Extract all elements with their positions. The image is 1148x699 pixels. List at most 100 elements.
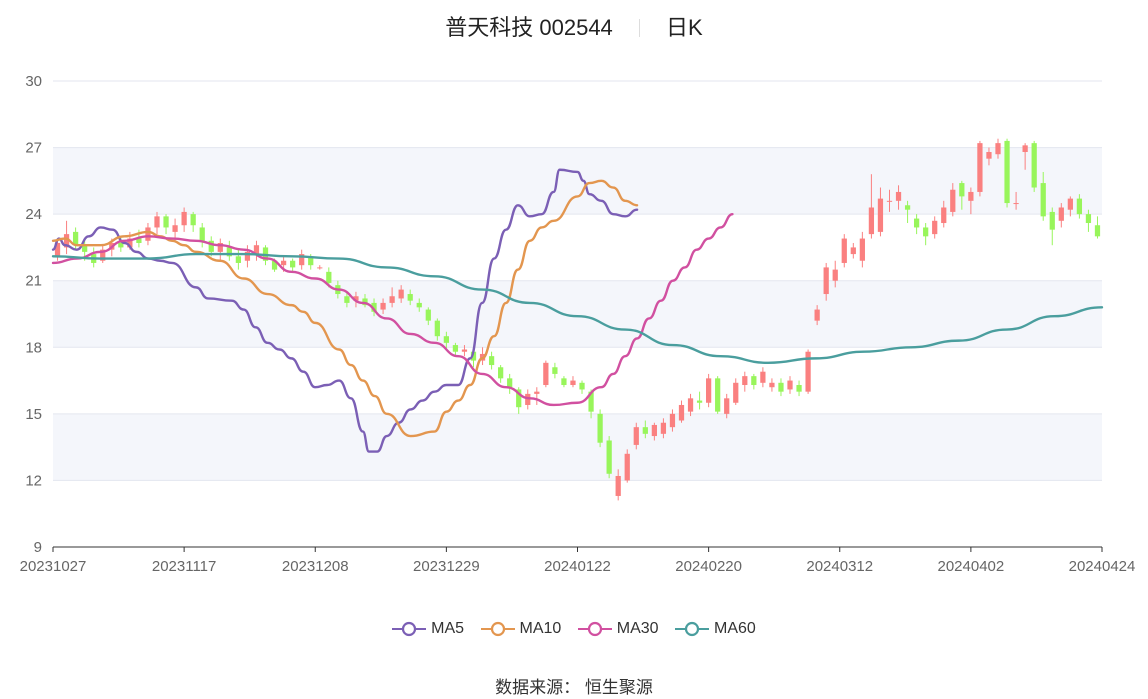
candle-body — [959, 183, 965, 197]
candle-body — [190, 214, 196, 226]
candle-body — [868, 207, 875, 235]
candle-body — [525, 393, 531, 405]
candle-body — [706, 378, 712, 403]
candle-body — [118, 242, 124, 248]
source-label: 数据来源： — [495, 678, 581, 697]
candle-body — [299, 254, 305, 266]
legend-label-ma5: MA5 — [431, 620, 465, 637]
y-tick-label: 12 — [25, 472, 42, 489]
candle-body — [950, 189, 956, 212]
legend-item-ma10[interactable]: MA10 — [480, 620, 562, 638]
candle-body — [995, 143, 1001, 155]
candle-body — [353, 296, 359, 301]
candle-body — [317, 267, 323, 269]
x-tick-label: 20231027 — [20, 558, 87, 575]
candle-body — [136, 238, 142, 243]
candle-body — [1067, 198, 1073, 210]
candle-body — [579, 382, 585, 390]
candle-body — [778, 382, 784, 392]
title-separator — [638, 19, 640, 37]
x-axis: 20231027 20231117 20231208 20231229 20240122… — [20, 546, 1136, 575]
candle-body — [742, 376, 748, 386]
candle-body — [832, 269, 838, 281]
y-tick-label: 15 — [25, 406, 42, 423]
legend-item-ma5[interactable]: MA5 — [392, 620, 464, 638]
legend-item-ma60[interactable]: MA60 — [675, 620, 756, 638]
candle-body — [308, 256, 314, 266]
candle-body — [145, 227, 151, 241]
candle-body — [470, 351, 477, 361]
candle-body — [669, 413, 676, 428]
candle-body — [1031, 143, 1037, 188]
candle-body — [606, 440, 612, 474]
x-tick-label: 20240122 — [544, 558, 611, 575]
y-tick-label: 30 — [25, 73, 42, 90]
x-tick-label: 20231117 — [152, 558, 217, 575]
candle-body — [796, 385, 802, 392]
candle-body — [127, 238, 133, 248]
grid-band — [53, 413, 1102, 481]
candle-body — [290, 260, 296, 268]
candle-body — [615, 475, 621, 496]
grid-band — [53, 280, 1102, 348]
grid-band — [53, 147, 1102, 215]
ma-line-ma30 — [51, 212, 734, 407]
candle-body — [561, 378, 567, 386]
x-tick-label: 20231208 — [282, 558, 349, 575]
candle-body — [733, 382, 739, 403]
data-source: 数据来源： 恒生聚源 — [0, 673, 1148, 698]
candle-body — [199, 227, 205, 241]
y-tick-label: 18 — [25, 339, 42, 356]
candle-body — [660, 422, 667, 434]
legend-label-ma30: MA30 — [616, 620, 659, 637]
candle-body — [344, 296, 350, 303]
candle-body — [877, 198, 884, 232]
candle-body — [633, 427, 639, 445]
candle-body — [886, 200, 893, 202]
candle-body — [696, 400, 703, 403]
candle-body — [552, 367, 558, 374]
candle-body — [244, 251, 251, 261]
candle-body — [271, 260, 278, 270]
candle-body — [217, 242, 223, 252]
candle-body — [904, 205, 911, 210]
ma-line-ma5 — [51, 168, 639, 453]
grid-bands — [53, 147, 1102, 481]
candle-body — [941, 207, 947, 224]
candle-body — [416, 302, 422, 308]
candle-body — [977, 143, 983, 192]
candle-body — [769, 382, 775, 388]
x-tick-label: 20240424 — [1069, 558, 1136, 575]
legend-ma5-marker-icon — [392, 621, 427, 637]
candle-body — [253, 245, 260, 255]
legend-ma60-marker-icon — [675, 621, 710, 637]
candle-body — [407, 294, 413, 301]
candle-body — [326, 271, 332, 283]
candle-body — [1040, 183, 1046, 217]
candle-body — [823, 267, 829, 295]
legend-label-ma10: MA10 — [519, 620, 562, 637]
candle-body — [389, 296, 395, 303]
candle-body — [235, 256, 242, 263]
candle-body — [434, 320, 440, 337]
x-tick-label: 20240312 — [806, 558, 873, 575]
candle-body — [1022, 145, 1028, 153]
candle-body — [1085, 214, 1092, 224]
candle-body — [516, 389, 522, 408]
x-tick-label: 20231229 — [413, 558, 480, 575]
candle-body — [154, 216, 160, 228]
candle-body — [760, 371, 766, 383]
legend-item-ma30[interactable]: MA30 — [577, 620, 659, 638]
candle-body — [651, 424, 657, 437]
candle-body — [850, 247, 856, 255]
y-tick-label: 9 — [34, 539, 42, 556]
candle-body — [398, 289, 404, 299]
candle-body — [443, 336, 449, 343]
candle-body — [498, 367, 504, 379]
candle-body — [841, 238, 847, 263]
candle-body — [678, 404, 685, 421]
candle-body — [1013, 203, 1019, 205]
candle-body — [507, 378, 513, 388]
candle-body — [380, 302, 386, 310]
candle-body — [624, 453, 630, 481]
